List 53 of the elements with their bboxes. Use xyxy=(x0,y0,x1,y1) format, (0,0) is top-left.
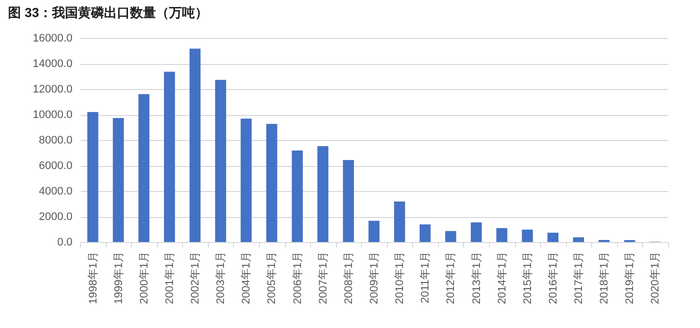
x-tick-label: 2019年1月 xyxy=(624,252,636,304)
x-tick-label: 1998年1月 xyxy=(87,252,100,304)
x-tick-label: 2003年1月 xyxy=(215,252,228,304)
y-tick-label: 16000.0 xyxy=(32,32,72,44)
bar xyxy=(292,150,303,242)
x-tick-label: 2012年1月 xyxy=(445,252,458,304)
x-tick-label: 2005年1月 xyxy=(266,252,278,304)
x-tick-label: 2011年1月 xyxy=(420,252,432,304)
bar xyxy=(164,72,175,242)
bar xyxy=(342,160,354,242)
bar xyxy=(190,48,201,242)
y-tick-label: 0.0 xyxy=(57,236,72,248)
x-tick-label: 2020年1月 xyxy=(650,252,662,304)
x-tick-label: 2010年1月 xyxy=(394,252,406,304)
x-tick-label: 2017年1月 xyxy=(573,252,586,304)
x-tick-label: 2002年1月 xyxy=(190,252,202,304)
bar xyxy=(215,80,226,242)
bar xyxy=(547,232,558,242)
bar xyxy=(266,124,278,242)
x-tick-label: 1999年1月 xyxy=(112,252,125,304)
bar xyxy=(87,112,98,242)
x-tick-label: 2014年1月 xyxy=(496,252,508,304)
bar xyxy=(240,118,252,242)
x-tick-label: 2016年1月 xyxy=(547,252,560,304)
bar xyxy=(420,224,431,242)
x-tick-label: 2006年1月 xyxy=(292,252,304,304)
x-tick-label: 2015年1月 xyxy=(522,252,534,304)
x-tick-label: 2004年1月 xyxy=(240,252,253,304)
bar xyxy=(112,118,124,242)
bar xyxy=(470,222,482,242)
x-tick-label: 2007年1月 xyxy=(317,252,330,304)
y-tick-label: 4000.0 xyxy=(38,186,72,198)
bar xyxy=(496,228,508,242)
bar xyxy=(522,230,533,242)
bar xyxy=(368,220,380,242)
y-tick-label: 10000.0 xyxy=(32,109,72,121)
x-tick-label: 2000年1月 xyxy=(138,252,150,304)
chart-title: 图 33：我国黄磷出口数量（万吨） xyxy=(8,5,208,20)
x-tick-label: 2018年1月 xyxy=(598,252,611,304)
bar xyxy=(317,146,328,242)
x-tick-label: 2009年1月 xyxy=(368,252,380,304)
y-tick-label: 14000.0 xyxy=(32,58,72,70)
bar xyxy=(573,237,584,242)
y-tick-label: 2000.0 xyxy=(38,211,72,223)
y-tick-label: 12000.0 xyxy=(32,84,72,96)
y-tick-label: 6000.0 xyxy=(38,160,72,172)
y-tick-label: 8000.0 xyxy=(38,134,72,146)
x-tick-label: 2008年1月 xyxy=(342,252,355,304)
bar xyxy=(445,231,456,242)
bar xyxy=(138,94,150,242)
x-tick-label: 2013年1月 xyxy=(470,252,483,304)
bar xyxy=(394,201,406,242)
x-tick-label: 2001年1月 xyxy=(164,252,176,304)
